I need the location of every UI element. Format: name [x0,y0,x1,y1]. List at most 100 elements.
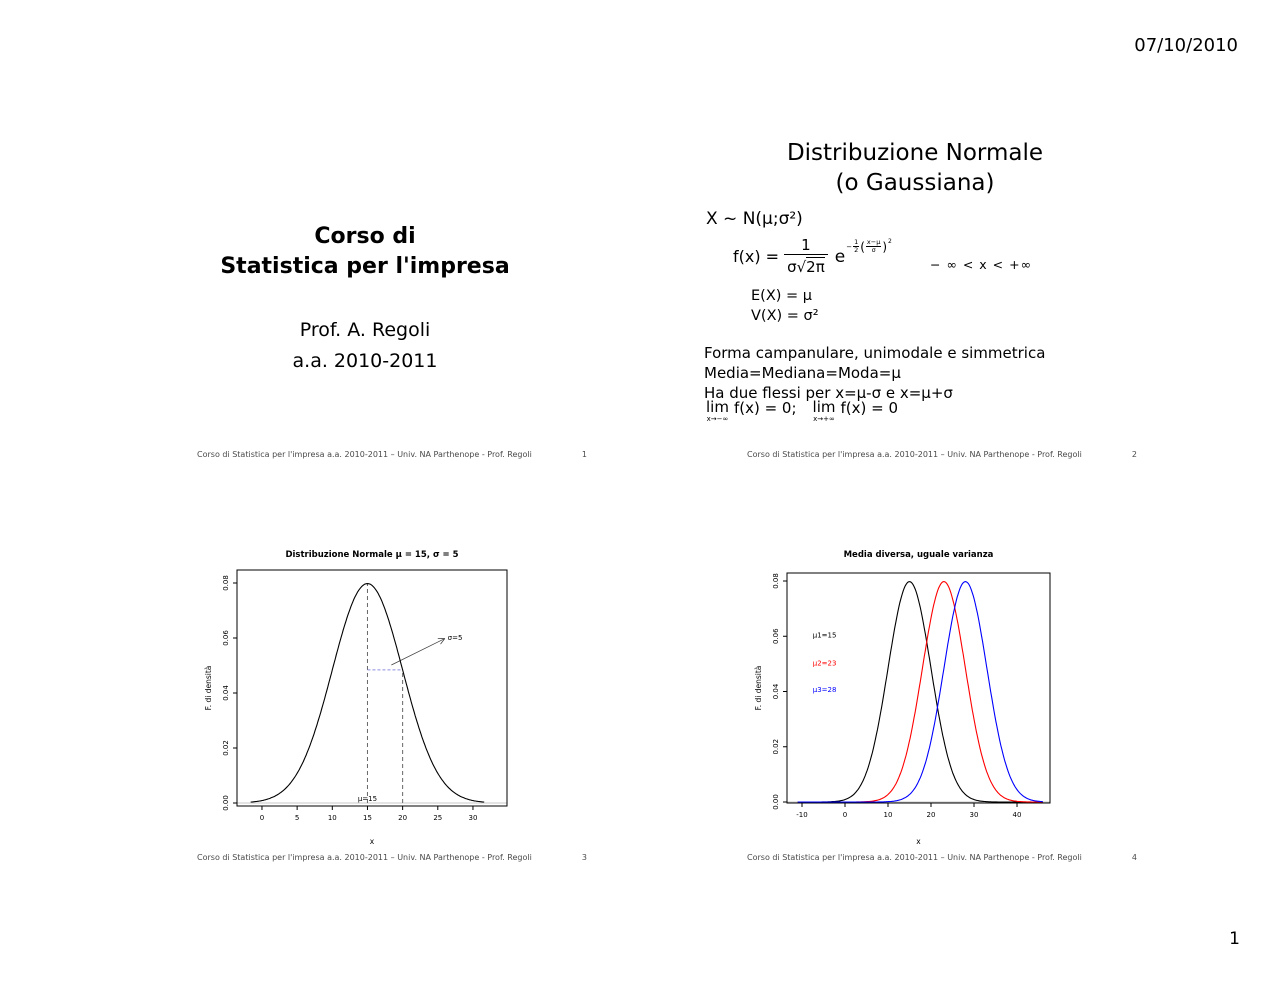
normal-density-chart: Distribuzione Normale μ = 15, σ = 5 0 5 10 1… [204,550,508,846]
y-tick-label: 0.00 [222,795,230,811]
sigma-symbol: σ [787,258,797,277]
formula-lhs: f(x) = [733,247,780,267]
limit-2-body: f(x) = 0 [840,399,898,417]
slide3-footer-text: Corso di Statistica per l'impresa a.a. 2… [197,853,532,862]
plot-box [786,572,1051,804]
x-tick-label: 20 [927,811,936,819]
slide1-author: Prof. A. Regoli [299,319,431,341]
x-tick-label: -10 [796,811,807,819]
slide4-footer: Corso di Statistica per l'impresa a.a. 2… [747,853,1137,862]
legend-item: μ1=15 [813,632,837,640]
formula-fraction: 1 σ √ 2π [784,236,828,276]
slide2-title: Distribuzione Normale (o Gaussiana) [700,138,1130,198]
limit-1-subscript: x→−∞ [706,414,729,423]
x-tick-label: 0 [843,811,847,819]
x-axis-label: x [916,837,921,846]
exp-minus: − [846,242,853,251]
mean-annotation-label: μ=15 [358,795,377,803]
slide3-number: 3 [581,853,587,862]
limit-1-body: f(x) = 0; [733,399,797,417]
exp-open-paren: ( [860,239,865,254]
limit-1: lim x→−∞ [706,399,729,423]
chart-title: Media diversa, uguale varianza [844,550,994,560]
chart-normal-density: Distribuzione Normale μ = 15, σ = 5 0 5 10 1… [195,543,525,863]
x-tick-label: 0 [260,814,264,822]
property-mean-median-mode: Media=Mediana=Moda=μ [704,364,901,382]
slide1-title-line2: Statistica per l'impresa [220,254,510,279]
x-tick-label: 25 [433,814,442,822]
exp-power: 2 [888,238,892,246]
curve-normal-mu15 [797,581,1043,803]
y-axis-label: F. di densità [754,666,763,711]
slide4-number: 4 [1131,853,1137,862]
x-tick-label: 30 [468,814,477,822]
y-axis-label: F. di densità [204,666,213,711]
y-tick-label: 0.00 [772,794,780,810]
exp-inner-fraction: x−μ σ [865,237,882,255]
plot-box [236,569,508,807]
limit-2: lim x→+∞ [813,399,836,423]
formula-exponent: − 1 2 ( x−μ σ ) 2 [846,237,892,255]
chart-title: Distribuzione Normale μ = 15, σ = 5 [285,550,458,560]
slide1-footer-text: Corso di Statistica per l'impresa a.a. 2… [197,450,532,459]
density-formula: f(x) = 1 σ √ 2π e − 1 2 ( x−μ σ ) 2 [733,236,892,276]
slide1-footer: Corso di Statistica per l'impresa a.a. 2… [197,450,587,459]
x-tick-label: 30 [970,811,979,819]
y-tick-label: 0.08 [772,573,780,589]
chart-different-means: Media diversa, uguale varianza -10 0 10 20 30… [745,543,1075,863]
exp-half-fraction: 1 2 [853,237,860,255]
x-tick-label: 20 [398,814,407,822]
limit-1-word: lim [706,398,729,416]
slide1-subtitle: Prof. A. Regoli a.a. 2010-2011 [155,315,575,377]
x-tick-label: 5 [295,814,299,822]
sqrt-radicand: 2π [806,257,825,277]
legend-item: μ2=23 [813,659,837,667]
x-tick-label: 40 [1013,811,1022,819]
formula-denominator: σ √ 2π [784,254,828,276]
y-tick-label: 0.04 [772,683,780,699]
expected-value: E(X) = μ [751,288,813,304]
slide1-number: 1 [581,450,587,459]
sqrt-symbol: √ [796,258,807,277]
x-tick-label: 15 [363,814,372,822]
sigma-arrow [391,638,446,666]
y-tick-label: 0.08 [222,575,230,591]
slide4-footer-text: Corso di Statistica per l'impresa a.a. 2… [747,853,1082,862]
curve-normal-mu15-sigma5 [250,583,485,803]
formula-numerator: 1 [801,236,811,254]
slide2-title-line1: Distribuzione Normale [786,140,1044,166]
slide1-academic-year: a.a. 2010-2011 [292,350,438,372]
y-tick-label: 0.02 [772,739,780,755]
slide3-footer: Corso di Statistica per l'impresa a.a. 2… [197,853,587,862]
slide1-title: Corso di Statistica per l'impresa [155,222,575,282]
sigma-arrow-head [440,638,446,645]
slide2-footer: Corso di Statistica per l'impresa a.a. 2… [747,450,1137,459]
x-axis-label: x [370,837,375,846]
property-shape: Forma campanulare, unimodale e simmetric… [704,344,1046,362]
exp-close-paren: ) [882,239,888,254]
x-tick-label: 10 [328,814,337,822]
slide2-footer-text: Corso di Statistica per l'impresa a.a. 2… [747,450,1082,459]
sigma-annotation-label: σ=5 [448,634,463,642]
limit-2-word: lim [812,398,836,416]
curve-normal-mu28 [797,581,1043,803]
slide2-number: 2 [1131,450,1137,459]
legend-item: μ3=28 [813,686,837,694]
x-tick-label: 10 [884,811,893,819]
properties-list: Forma campanulare, unimodale e simmetric… [704,343,1045,403]
y-tick-label: 0.06 [222,630,230,646]
variance-value: V(X) = σ² [751,308,819,324]
page-number: 1 [1229,929,1240,949]
y-tick-label: 0.06 [772,628,780,644]
slide1-title-line1: Corso di [314,224,416,249]
date-label: 07/10/2010 [1134,35,1238,56]
y-tick-label: 0.02 [222,740,230,756]
limit-2-subscript: x→+∞ [813,414,835,423]
y-tick-label: 0.04 [222,685,230,701]
different-means-chart: Media diversa, uguale varianza -10 0 10 20 30… [754,550,1051,846]
distribution-statement: X ~ N(μ;σ²) [706,209,803,229]
property-inflection: Ha due flessi per x=μ-σ e x=μ+σ [704,384,953,402]
formula-e-base: e [834,246,846,267]
limits-line: lim x→−∞ f(x) = 0; lim x→+∞ f(x) = 0 [706,399,898,423]
slide2-title-line2: (o Gaussiana) [835,170,995,196]
